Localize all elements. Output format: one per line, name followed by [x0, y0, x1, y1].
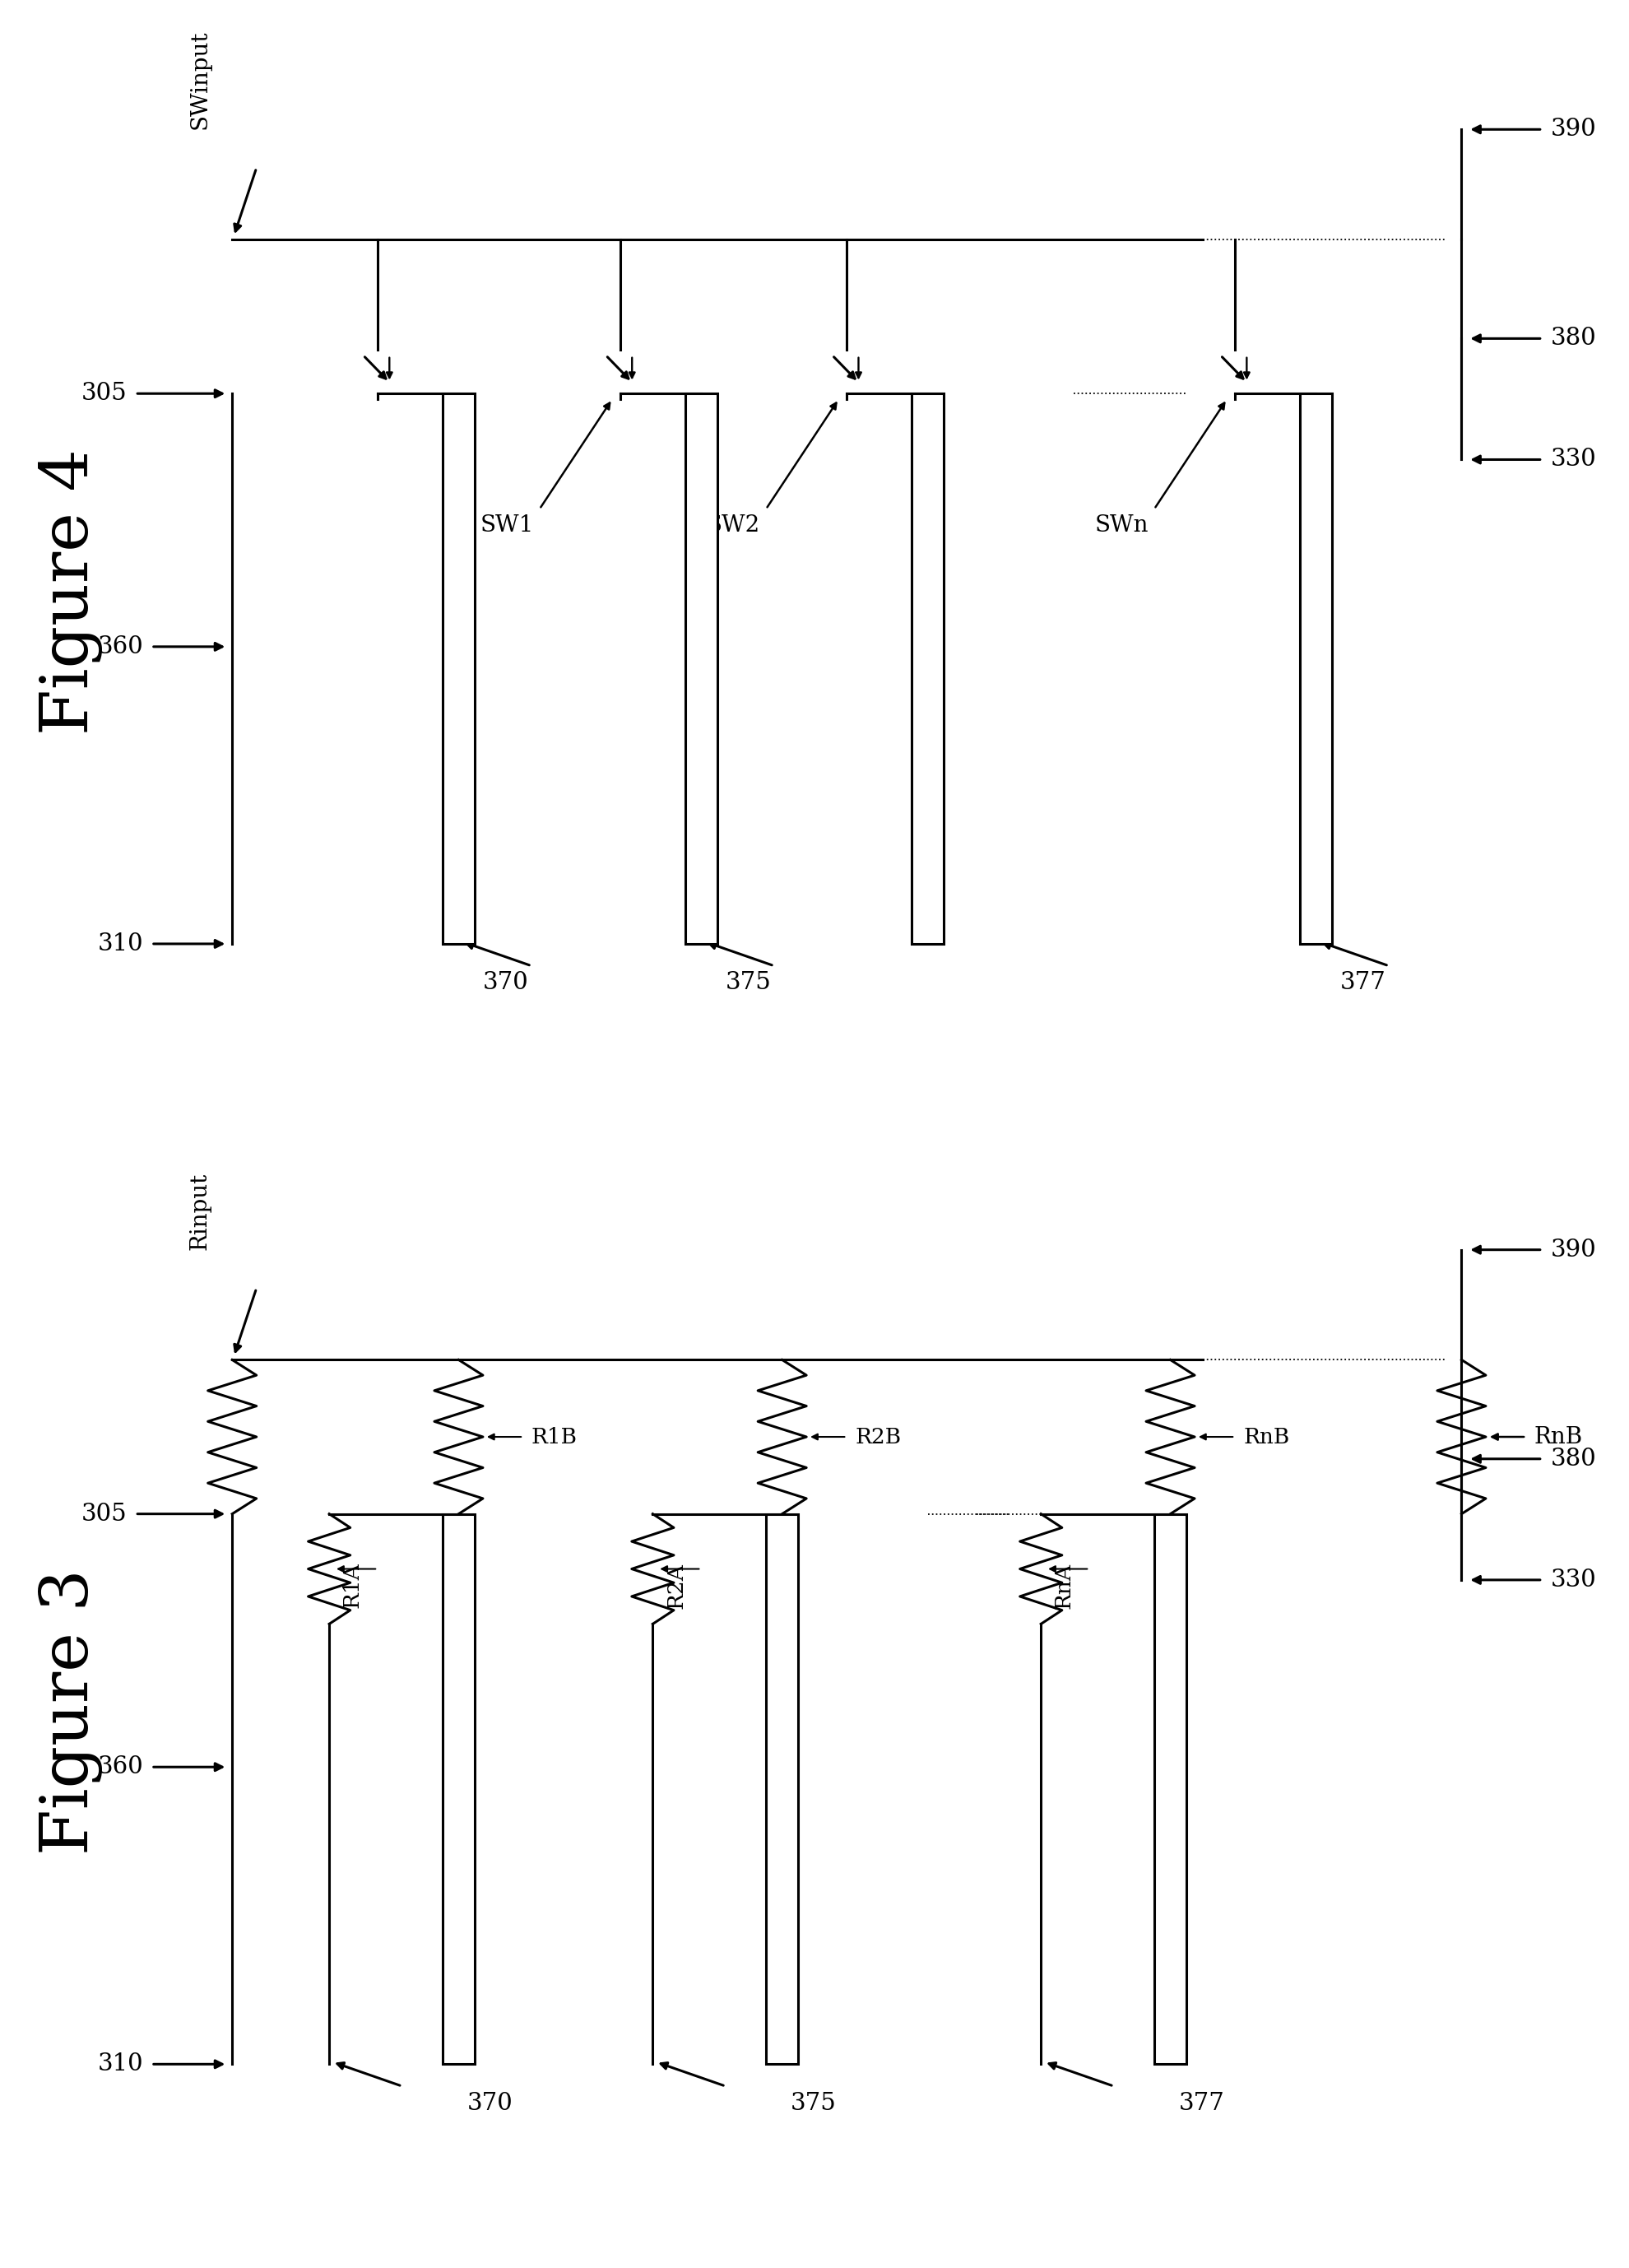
Text: 375: 375	[725, 971, 772, 993]
Bar	[912, 395, 943, 943]
Text: SW1: SW1	[481, 515, 534, 538]
Text: 377: 377	[1341, 971, 1386, 993]
Text: 380: 380	[1551, 327, 1596, 349]
Text: 310: 310	[98, 932, 143, 955]
Text: 390: 390	[1551, 118, 1596, 141]
Bar	[443, 395, 474, 943]
Text: 377: 377	[1178, 2091, 1225, 2114]
Text: Figure 4: Figure 4	[39, 449, 103, 735]
Bar	[766, 1515, 798, 2064]
Text: R1A: R1A	[342, 1563, 363, 1608]
Bar	[686, 395, 717, 943]
Bar	[1300, 395, 1333, 943]
Text: 330: 330	[1551, 1569, 1596, 1592]
Bar	[1155, 1515, 1186, 2064]
Text: 305: 305	[81, 1501, 127, 1526]
Text: RnB: RnB	[1535, 1427, 1583, 1447]
Text: R2B: R2B	[855, 1427, 901, 1447]
Text: SWn: SWn	[1095, 515, 1148, 538]
Text: 375: 375	[790, 2091, 836, 2114]
Text: RnA: RnA	[1054, 1563, 1075, 1608]
Text: R2A: R2A	[666, 1563, 686, 1608]
Text: 360: 360	[98, 635, 143, 658]
Text: 310: 310	[98, 2053, 143, 2075]
Text: 305: 305	[81, 381, 127, 406]
Text: 390: 390	[1551, 1238, 1596, 1261]
Text: 380: 380	[1551, 1447, 1596, 1470]
Bar	[443, 1515, 474, 2064]
Text: R1B: R1B	[531, 1427, 578, 1447]
Text: SWinput: SWinput	[189, 29, 210, 129]
Text: SW2: SW2	[707, 515, 761, 538]
Text: 370: 370	[468, 2091, 513, 2114]
Text: Figure 3: Figure 3	[39, 1569, 103, 1855]
Text: 370: 370	[482, 971, 529, 993]
Text: 360: 360	[98, 1755, 143, 1778]
Text: RnB: RnB	[1243, 1427, 1290, 1447]
Text: Rinput: Rinput	[189, 1173, 210, 1250]
Text: 330: 330	[1551, 449, 1596, 472]
